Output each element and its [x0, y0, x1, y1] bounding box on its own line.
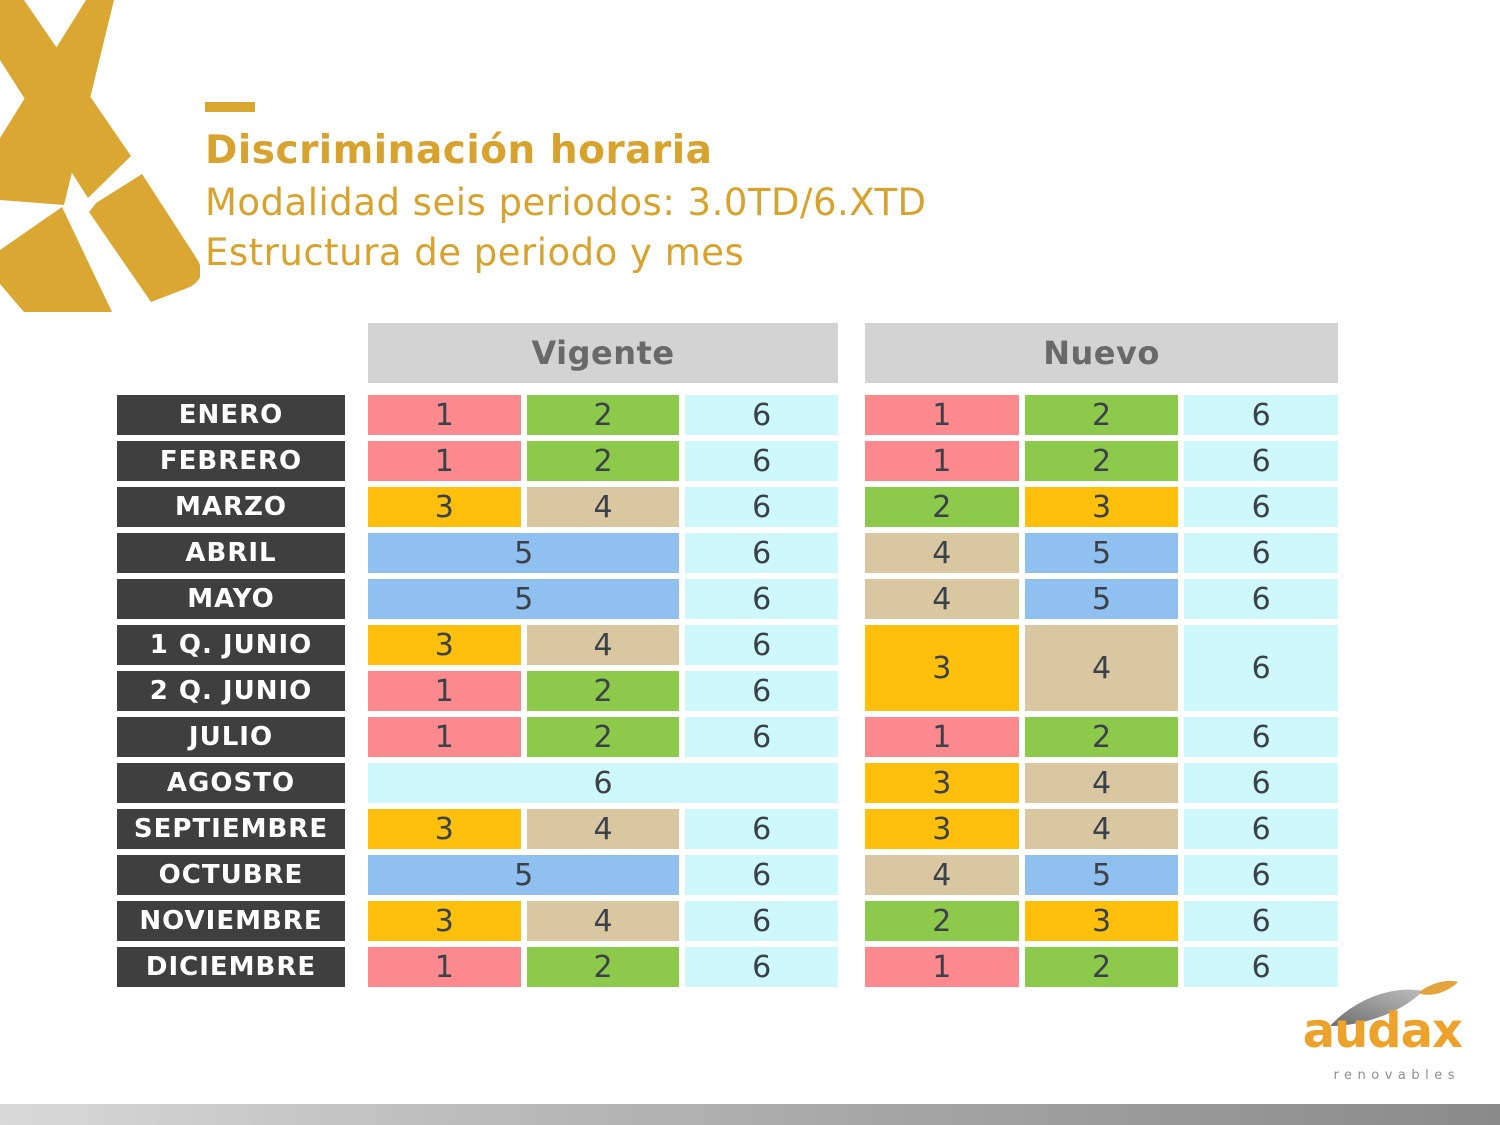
period-cell-nuevo-p3: 3: [865, 625, 1019, 711]
period-cell-vigente-p6: 6: [685, 487, 838, 527]
period-cell-vigente-p6: 6: [685, 855, 838, 895]
period-cell-nuevo-p1: 1: [865, 441, 1019, 481]
period-cell-vigente-p6: 6: [685, 809, 838, 849]
audax-logo: audax renovables: [1296, 980, 1463, 1084]
table-header-vigente: Vigente: [368, 323, 838, 383]
table-header-nuevo: Nuevo: [865, 323, 1338, 383]
month-label: FEBRERO: [117, 441, 345, 481]
period-cell-nuevo-p6: 6: [1184, 947, 1338, 987]
period-cell-vigente-p2: 2: [526, 395, 680, 435]
period-cell-nuevo-p4: 4: [1024, 625, 1179, 711]
period-cell-vigente-p2: 2: [526, 717, 680, 757]
period-cell-nuevo-p4: 4: [865, 579, 1019, 619]
period-cell-vigente-p1: 1: [368, 441, 521, 481]
month-label: NOVIEMBRE: [117, 901, 345, 941]
period-cell-nuevo-p2: 2: [1024, 395, 1179, 435]
month-label: ABRIL: [117, 533, 345, 573]
period-cell-nuevo-p3: 3: [865, 809, 1019, 849]
period-cell-vigente-p4: 4: [526, 487, 680, 527]
period-cell-vigente-p3: 3: [368, 809, 521, 849]
period-cell-nuevo-p1: 1: [865, 947, 1019, 987]
period-cell-nuevo-p3: 3: [1024, 487, 1179, 527]
period-cell-vigente-p1: 1: [368, 717, 521, 757]
period-cell-nuevo-p6: 6: [1184, 395, 1338, 435]
period-cell-nuevo-p1: 1: [865, 717, 1019, 757]
month-label: DICIEMBRE: [117, 947, 345, 987]
period-cell-vigente-p5: 5: [368, 579, 680, 619]
period-cell-vigente-p6: 6: [685, 947, 838, 987]
period-cell-nuevo-p4: 4: [1024, 763, 1179, 803]
title-dash: [205, 102, 255, 112]
page-title: Discriminación horaria: [205, 128, 713, 173]
period-cell-nuevo-p6: 6: [1184, 763, 1338, 803]
period-cell-nuevo-p6: 6: [1184, 579, 1338, 619]
period-cell-vigente-p5: 5: [368, 855, 680, 895]
period-cell-vigente-p6: 6: [685, 671, 838, 711]
period-cell-nuevo-p6: 6: [1184, 855, 1338, 895]
period-cell-vigente-p6: 6: [685, 395, 838, 435]
period-cell-nuevo-p6: 6: [1184, 533, 1338, 573]
month-label: 2 Q. JUNIO: [117, 671, 345, 711]
page-subtitle-modalidad: Modalidad seis periodos: 3.0TD/6.XTD: [205, 181, 927, 224]
period-cell-vigente-p2: 2: [526, 947, 680, 987]
audax-x-icon: [0, 0, 200, 312]
period-cell-nuevo-p3: 3: [865, 763, 1019, 803]
footer-bar: [0, 1104, 1500, 1125]
period-cell-vigente-p6: 6: [685, 579, 838, 619]
period-cell-nuevo-p5: 5: [1024, 533, 1179, 573]
audax-swoosh-icon: [1330, 980, 1458, 1026]
period-cell-nuevo-p1: 1: [865, 395, 1019, 435]
period-cell-vigente-p6: 6: [685, 717, 838, 757]
month-label: JULIO: [117, 717, 345, 757]
period-cell-nuevo-p6: 6: [1184, 441, 1338, 481]
period-cell-vigente-p4: 4: [526, 901, 680, 941]
month-label: SEPTIEMBRE: [117, 809, 345, 849]
month-label: MARZO: [117, 487, 345, 527]
period-cell-vigente-p6: 6: [685, 533, 838, 573]
period-cell-nuevo-p6: 6: [1184, 717, 1338, 757]
period-cell-vigente-p1: 1: [368, 947, 521, 987]
period-cell-nuevo-p6: 6: [1184, 487, 1338, 527]
period-cell-vigente-p4: 4: [526, 809, 680, 849]
period-cell-vigente-p2: 2: [526, 671, 680, 711]
period-cell-nuevo-p3: 3: [1024, 901, 1179, 941]
period-cell-nuevo-p6: 6: [1184, 625, 1338, 711]
period-cell-vigente-p2: 2: [526, 441, 680, 481]
period-cell-vigente-p6: 6: [685, 441, 838, 481]
period-cell-nuevo-p6: 6: [1184, 901, 1338, 941]
month-label: ENERO: [117, 395, 345, 435]
period-cell-nuevo-p4: 4: [1024, 809, 1179, 849]
period-cell-vigente-p3: 3: [368, 901, 521, 941]
period-cell-vigente-p4: 4: [526, 625, 680, 665]
period-cell-vigente-p3: 3: [368, 625, 521, 665]
period-cell-nuevo-p6: 6: [1184, 809, 1338, 849]
period-cell-vigente-p1: 1: [368, 395, 521, 435]
period-cell-vigente-p5: 5: [368, 533, 680, 573]
period-cell-nuevo-p2: 2: [1024, 717, 1179, 757]
period-cell-vigente-p1: 1: [368, 671, 521, 711]
period-cell-vigente-p6: 6: [685, 901, 838, 941]
period-cell-nuevo-p2: 2: [1024, 947, 1179, 987]
month-label: AGOSTO: [117, 763, 345, 803]
brand-name: audax: [1302, 1003, 1463, 1059]
month-label: 1 Q. JUNIO: [117, 625, 345, 665]
period-cell-nuevo-p5: 5: [1024, 855, 1179, 895]
period-cell-vigente-p6: 6: [685, 625, 838, 665]
period-cell-nuevo-p4: 4: [865, 533, 1019, 573]
month-label: OCTUBRE: [117, 855, 345, 895]
page-subtitle-estructura: Estructura de periodo y mes: [205, 231, 745, 274]
period-cell-vigente-p3: 3: [368, 487, 521, 527]
period-cell-nuevo-p2: 2: [865, 487, 1019, 527]
period-cell-vigente-p6: 6: [368, 763, 838, 803]
month-label: MAYO: [117, 579, 345, 619]
period-cell-nuevo-p2: 2: [1024, 441, 1179, 481]
period-cell-nuevo-p2: 2: [865, 901, 1019, 941]
period-cell-nuevo-p4: 4: [865, 855, 1019, 895]
brand-tagline: renovables: [1333, 1068, 1460, 1083]
period-cell-nuevo-p5: 5: [1024, 579, 1179, 619]
